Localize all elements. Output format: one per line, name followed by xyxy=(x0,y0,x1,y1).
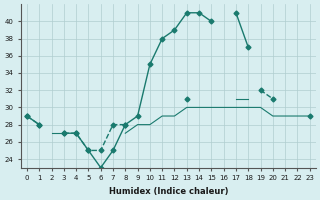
X-axis label: Humidex (Indice chaleur): Humidex (Indice chaleur) xyxy=(108,187,228,196)
